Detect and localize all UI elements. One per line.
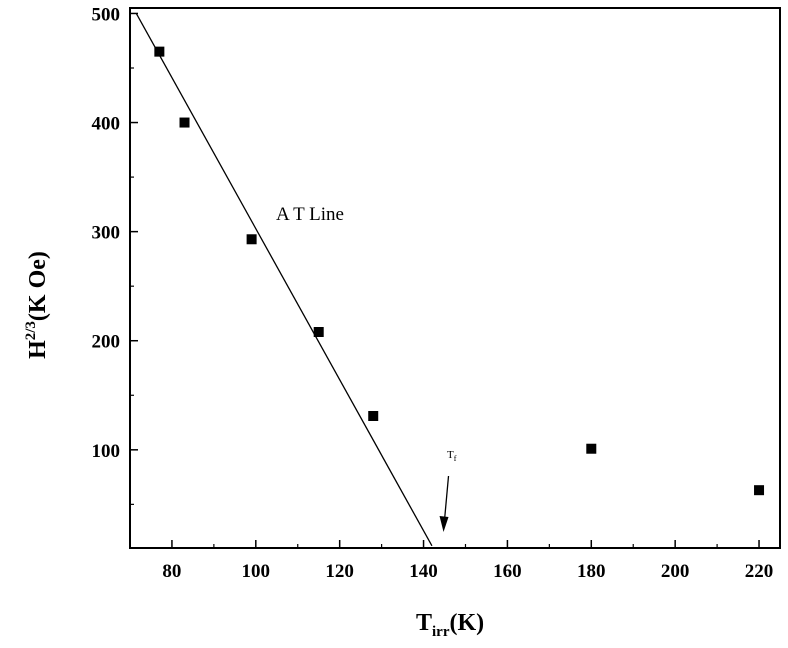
y-tick-label: 500 [92,4,121,25]
y-axis-ticks: 100 200 300 400 500 [92,4,138,505]
y-tick-label: 300 [92,223,121,244]
data-points [154,46,765,496]
x-tick-label: 180 [577,561,606,582]
tf-annotation: Tf [439,449,457,532]
y-tick-label: 200 [92,332,121,353]
data-point [179,117,190,128]
data-point [154,46,165,57]
x-tick-label: 160 [493,561,522,582]
x-tick-label: 80 [162,561,181,582]
data-point [754,485,765,496]
data-point [313,327,324,337]
x-axis-ticks: 80 100 120 140 160 180 200 220 [129,540,774,582]
y-tick-label: 100 [92,441,121,462]
x-tick-label: 220 [745,561,774,582]
tf-label: Tf [447,449,457,463]
at-line-label: A T Line [276,204,344,225]
x-axis-label: Tirr(K) [416,610,484,640]
y-axis-label: H2/3(K Oe) [23,251,51,359]
x-tick-label: 120 [325,561,354,582]
tf-arrowhead [439,516,449,532]
x-tick-label: 200 [661,561,690,582]
at-fit-line [135,13,433,547]
x-tick-label: 100 [242,561,271,582]
tf-arrow [443,475,450,521]
data-point [586,443,597,454]
data-point [368,411,379,421]
plot-frame [129,7,781,549]
data-point [246,234,257,245]
y-tick-label: 400 [92,114,121,135]
x-tick-label: 140 [409,561,438,582]
